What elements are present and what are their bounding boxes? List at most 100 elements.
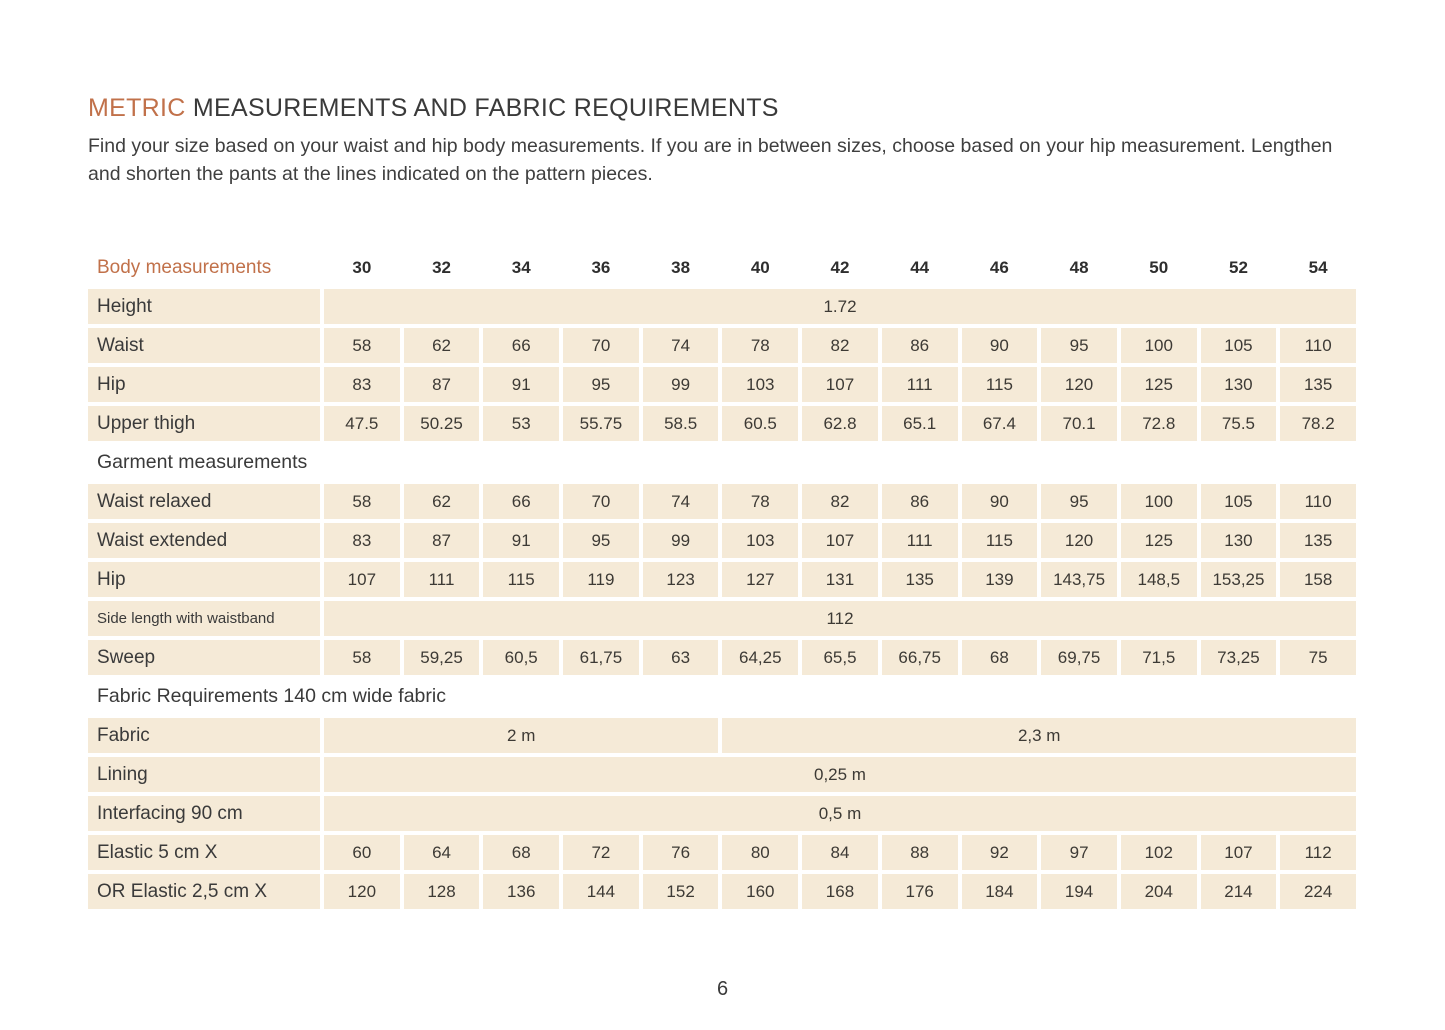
value-cell: 71,5 bbox=[1120, 640, 1197, 675]
value-cell: 144 bbox=[563, 874, 639, 909]
value-cell: 75.5 bbox=[1200, 406, 1277, 441]
section-header: Fabric Requirements 140 cm wide fabric bbox=[88, 679, 1356, 714]
value-cell: 139 bbox=[961, 562, 1038, 597]
value-cell: 95 bbox=[1041, 328, 1117, 363]
value-cell: 78.2 bbox=[1280, 406, 1356, 441]
merged-value-cell: 2,3 m bbox=[722, 718, 1356, 753]
value-cell: 70 bbox=[563, 328, 639, 363]
value-cell: 59,25 bbox=[403, 640, 480, 675]
size-column-header: 32 bbox=[403, 250, 480, 285]
merged-value-cell: 0,25 m bbox=[324, 757, 1356, 792]
row-label: Hip bbox=[88, 562, 320, 597]
value-cell: 62 bbox=[403, 328, 480, 363]
value-cell: 70.1 bbox=[1041, 406, 1117, 441]
value-cell: 82 bbox=[802, 484, 878, 519]
page-title: METRIC MEASUREMENTS AND FABRIC REQUIREME… bbox=[88, 94, 1356, 123]
value-cell: 111 bbox=[881, 367, 958, 402]
value-cell: 128 bbox=[403, 874, 480, 909]
value-cell: 75 bbox=[1280, 640, 1356, 675]
row-label: Height bbox=[88, 289, 320, 324]
value-cell: 130 bbox=[1200, 523, 1277, 558]
value-cell: 103 bbox=[722, 523, 799, 558]
page-header: METRIC MEASUREMENTS AND FABRIC REQUIREME… bbox=[88, 94, 1356, 188]
value-cell: 135 bbox=[881, 562, 958, 597]
value-cell: 115 bbox=[961, 367, 1038, 402]
value-cell: 97 bbox=[1041, 835, 1117, 870]
value-cell: 110 bbox=[1280, 484, 1356, 519]
value-cell: 67.4 bbox=[961, 406, 1038, 441]
measurement-table: Body measurements 30 32 34 36 38 40 42 44 46 48 50 5… bbox=[88, 250, 1356, 909]
row-label: Waist relaxed bbox=[88, 484, 320, 519]
value-cell: 158 bbox=[1280, 562, 1356, 597]
value-cell: 95 bbox=[1041, 484, 1117, 519]
value-cell: 143,75 bbox=[1041, 562, 1117, 597]
value-cell: 63 bbox=[642, 640, 719, 675]
size-column-header: 34 bbox=[483, 250, 560, 285]
value-cell: 88 bbox=[881, 835, 958, 870]
value-cell: 58 bbox=[324, 640, 400, 675]
row-label: Lining bbox=[88, 757, 320, 792]
value-cell: 148,5 bbox=[1120, 562, 1197, 597]
value-cell: 125 bbox=[1120, 367, 1197, 402]
value-cell: 72 bbox=[563, 835, 639, 870]
value-cell: 100 bbox=[1120, 328, 1197, 363]
merged-value-cell: 2 m bbox=[324, 718, 719, 753]
value-cell: 62.8 bbox=[802, 406, 878, 441]
value-cell: 204 bbox=[1120, 874, 1197, 909]
value-cell: 135 bbox=[1280, 367, 1356, 402]
value-cell: 55.75 bbox=[563, 406, 639, 441]
value-cell: 112 bbox=[1280, 835, 1356, 870]
value-cell: 62 bbox=[403, 484, 480, 519]
value-cell: 60.5 bbox=[722, 406, 799, 441]
value-cell: 60 bbox=[324, 835, 400, 870]
value-cell: 66 bbox=[483, 328, 560, 363]
value-cell: 58.5 bbox=[642, 406, 719, 441]
row-label: OR Elastic 2,5 cm X bbox=[88, 874, 320, 909]
value-cell: 66 bbox=[483, 484, 560, 519]
value-cell: 69,75 bbox=[1041, 640, 1117, 675]
size-column-header: 36 bbox=[563, 250, 639, 285]
page-title-accent: METRIC bbox=[88, 94, 186, 122]
value-cell: 168 bbox=[802, 874, 878, 909]
size-column-header: 30 bbox=[324, 250, 400, 285]
value-cell: 99 bbox=[642, 523, 719, 558]
value-cell: 115 bbox=[961, 523, 1038, 558]
value-cell: 95 bbox=[563, 523, 639, 558]
value-cell: 82 bbox=[802, 328, 878, 363]
value-cell: 184 bbox=[961, 874, 1038, 909]
value-cell: 80 bbox=[722, 835, 799, 870]
value-cell: 58 bbox=[324, 328, 400, 363]
value-cell: 91 bbox=[483, 367, 560, 402]
row-label: Sweep bbox=[88, 640, 320, 675]
size-column-header: 42 bbox=[802, 250, 878, 285]
row-label: Waist bbox=[88, 328, 320, 363]
row-label: Elastic 5 cm X bbox=[88, 835, 320, 870]
intro-paragraph: Find your size based on your waist and h… bbox=[88, 135, 1333, 185]
value-cell: 58 bbox=[324, 484, 400, 519]
value-cell: 66,75 bbox=[881, 640, 958, 675]
value-cell: 123 bbox=[642, 562, 719, 597]
size-column-header: 48 bbox=[1041, 250, 1117, 285]
value-cell: 78 bbox=[722, 328, 799, 363]
size-column-header: 50 bbox=[1120, 250, 1197, 285]
value-cell: 68 bbox=[961, 640, 1038, 675]
value-cell: 68 bbox=[483, 835, 560, 870]
value-cell: 92 bbox=[961, 835, 1038, 870]
row-label: Hip bbox=[88, 367, 320, 402]
value-cell: 60,5 bbox=[483, 640, 560, 675]
value-cell: 107 bbox=[1200, 835, 1277, 870]
value-cell: 119 bbox=[563, 562, 639, 597]
page-number: 6 bbox=[716, 978, 729, 1000]
size-column-header: 54 bbox=[1280, 250, 1356, 285]
value-cell: 74 bbox=[642, 328, 719, 363]
size-column-header: 40 bbox=[722, 250, 799, 285]
value-cell: 115 bbox=[483, 562, 560, 597]
value-cell: 135 bbox=[1280, 523, 1356, 558]
value-cell: 127 bbox=[722, 562, 799, 597]
value-cell: 107 bbox=[802, 367, 878, 402]
value-cell: 153,25 bbox=[1200, 562, 1277, 597]
row-label: Interfacing 90 cm bbox=[88, 796, 320, 831]
value-cell: 53 bbox=[483, 406, 560, 441]
value-cell: 176 bbox=[881, 874, 958, 909]
merged-value-cell: 112 bbox=[324, 601, 1356, 636]
